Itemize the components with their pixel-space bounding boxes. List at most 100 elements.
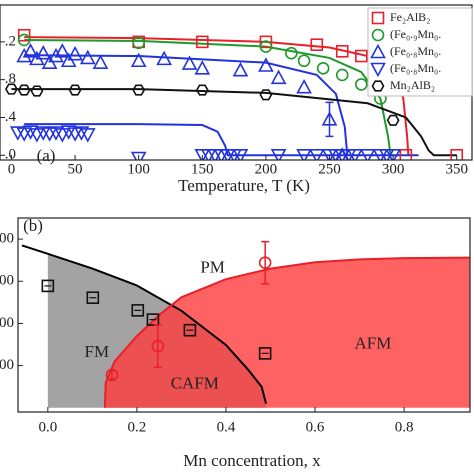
marker — [347, 148, 363, 160]
marker — [258, 347, 272, 360]
marker — [355, 78, 368, 91]
y-tick-label: .8 — [5, 71, 16, 87]
x-tick-label: 200 — [255, 161, 278, 177]
marker — [316, 62, 330, 75]
plot-frame — [17, 217, 471, 413]
phase-label: CAFM — [171, 373, 219, 392]
marker — [130, 151, 147, 160]
marker — [79, 49, 96, 65]
marker — [297, 54, 311, 68]
legend-label: Mn₂AlB₂ — [390, 78, 435, 92]
legend: Fe₂AlB₂ (Fe₀.₉Mn₀. (Fe₀.₈Mn₀. (Fe₀.₈Mn₀. Mn₂… — [367, 7, 473, 97]
x-tick-label: 150 — [191, 161, 214, 177]
marker — [54, 128, 71, 143]
fit-line — [11, 88, 457, 157]
marker — [41, 127, 58, 142]
x-tick-label: 50 — [68, 161, 83, 177]
x-tick-label: 0 — [8, 161, 16, 177]
marker — [17, 84, 31, 96]
panel: 0 50 100 150 200 250 300 350 .0 .4 .8 .2 Temperature… — [0, 4, 473, 195]
marker — [156, 50, 172, 66]
marker — [385, 148, 401, 160]
fit-line — [24, 123, 419, 157]
marker — [310, 38, 324, 51]
marker — [146, 313, 160, 326]
marker — [73, 126, 90, 141]
marker — [195, 35, 209, 49]
marker — [48, 47, 64, 63]
marker — [259, 35, 273, 49]
legend-marker — [370, 62, 386, 78]
marker — [105, 368, 119, 382]
marker — [195, 84, 209, 96]
x-tick-label: 300 — [382, 161, 405, 177]
x-axis-title: Temperature, T (K) — [178, 176, 310, 195]
panel: PM FM CAFM AFM 0.0 0.2 0.4 0.6 0.8 00 00 00 00 Mn con… — [0, 216, 471, 470]
marker — [35, 45, 52, 60]
legend-marker — [371, 11, 385, 25]
marker — [296, 148, 312, 160]
fit-line — [24, 54, 349, 156]
y-tick-label: 00 — [0, 273, 14, 289]
marker — [79, 128, 96, 143]
x-tick-label: 0.6 — [306, 419, 325, 435]
x-tick-label: 250 — [318, 161, 341, 177]
phase-label: AFM — [354, 333, 391, 352]
marker — [258, 256, 272, 270]
panel-label: (a) — [37, 146, 56, 165]
error-bar — [153, 324, 162, 369]
y-tick-label: .0 — [5, 147, 16, 163]
x-tick-label: 0.8 — [395, 419, 414, 435]
marker — [450, 148, 464, 160]
marker — [321, 111, 338, 126]
legend-label: Fe₂AlB₂ — [390, 10, 430, 24]
marker — [22, 43, 39, 58]
legend-box — [367, 7, 473, 97]
phase-label: PM — [200, 258, 225, 277]
error-bar — [261, 240, 270, 285]
marker — [151, 339, 165, 353]
marker — [17, 28, 31, 42]
marker — [285, 46, 298, 60]
marker — [131, 304, 145, 317]
phase-fills — [47, 253, 470, 408]
marker — [259, 89, 273, 101]
marker — [296, 79, 312, 94]
marker — [183, 323, 197, 337]
y-tick-label: .4 — [5, 109, 17, 125]
x-axis-title: Mn concentration, x — [183, 451, 321, 470]
legend-marker — [371, 28, 385, 42]
marker — [270, 69, 287, 85]
legend-marker — [371, 80, 385, 92]
marker — [54, 43, 71, 58]
y-tick-label: 00 — [0, 357, 14, 373]
marker — [270, 148, 287, 160]
marker — [30, 85, 44, 97]
marker — [68, 84, 82, 96]
marker — [86, 291, 100, 305]
marker — [16, 47, 33, 63]
marker — [399, 148, 413, 160]
marker — [67, 45, 83, 61]
y-tick-label: 00 — [0, 315, 14, 331]
fit-line — [24, 38, 392, 156]
legend-marker — [370, 43, 386, 59]
plot-area — [5, 28, 464, 160]
marker — [48, 126, 64, 141]
error-bar — [325, 101, 334, 138]
panel-label: (b) — [23, 216, 43, 235]
x-tick-label: 100 — [127, 161, 150, 177]
marker — [335, 68, 349, 82]
marker — [60, 125, 77, 140]
marker — [232, 62, 249, 77]
marker — [386, 114, 400, 126]
marker — [259, 40, 273, 53]
plot-area: PM FM CAFM AFM — [21, 240, 470, 408]
marker — [41, 279, 55, 293]
marker — [232, 148, 249, 160]
marker — [130, 52, 147, 68]
y-tick-label: .2 — [5, 33, 16, 49]
marker — [132, 36, 145, 50]
marker — [359, 148, 376, 160]
